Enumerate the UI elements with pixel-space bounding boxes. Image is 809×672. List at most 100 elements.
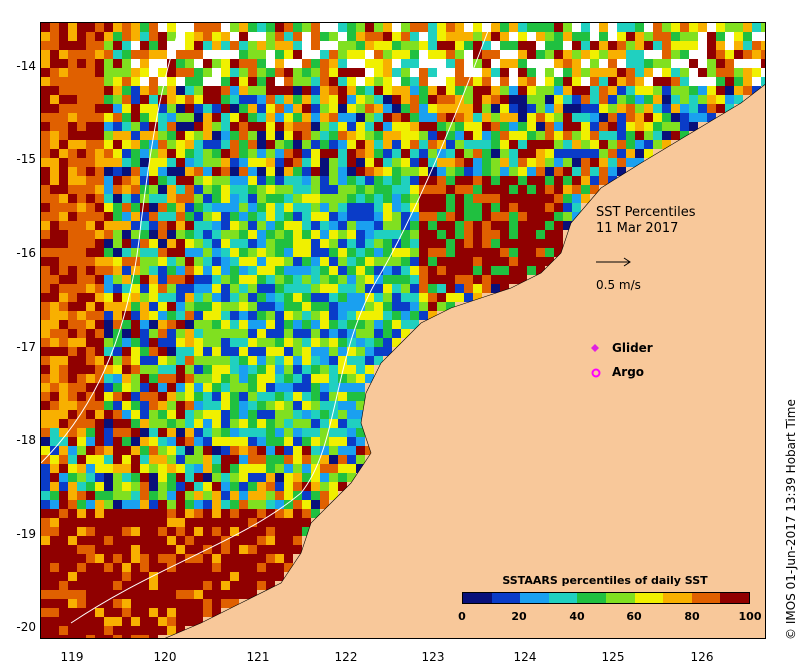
sst-cell	[41, 608, 50, 617]
sst-cell	[554, 176, 563, 185]
sst-cell	[428, 302, 437, 311]
sst-cell	[635, 68, 644, 77]
sst-cell	[275, 257, 284, 266]
sst-cell	[86, 527, 95, 536]
sst-cell	[320, 23, 329, 32]
sst-cell	[212, 68, 221, 77]
sst-cell	[743, 23, 752, 32]
sst-cell	[41, 482, 50, 491]
sst-cell	[356, 347, 365, 356]
sst-cell	[41, 311, 50, 320]
sst-cell	[131, 428, 140, 437]
sst-cell	[716, 23, 725, 32]
sst-cell	[221, 446, 230, 455]
sst-cell	[140, 140, 149, 149]
sst-cell	[419, 32, 428, 41]
sst-cell	[113, 374, 122, 383]
sst-cell	[194, 122, 203, 131]
sst-cell	[131, 617, 140, 626]
sst-cell	[212, 401, 221, 410]
sst-cell	[248, 464, 257, 473]
sst-cell	[266, 320, 275, 329]
sst-cell	[284, 275, 293, 284]
sst-cell	[158, 410, 167, 419]
sst-cell	[266, 77, 275, 86]
sst-cell	[581, 185, 590, 194]
sst-cell	[563, 113, 572, 122]
sst-cell	[194, 149, 203, 158]
sst-cell	[194, 32, 203, 41]
sst-cell	[230, 50, 239, 59]
sst-cell	[230, 437, 239, 446]
sst-cell	[185, 293, 194, 302]
sst-cell	[545, 230, 554, 239]
sst-cell	[158, 446, 167, 455]
sst-cell	[239, 266, 248, 275]
sst-cell	[149, 239, 158, 248]
sst-cell	[599, 158, 608, 167]
sst-cell	[464, 131, 473, 140]
sst-cell	[302, 158, 311, 167]
sst-cell	[203, 608, 212, 617]
sst-cell	[473, 176, 482, 185]
sst-cell	[185, 257, 194, 266]
sst-cell	[419, 140, 428, 149]
sst-cell	[248, 329, 257, 338]
sst-cell	[50, 356, 59, 365]
sst-cell	[230, 599, 239, 608]
sst-cell	[77, 221, 86, 230]
sst-cell	[86, 167, 95, 176]
sst-cell	[239, 149, 248, 158]
sst-cell	[176, 302, 185, 311]
sst-cell	[41, 239, 50, 248]
sst-cell	[86, 194, 95, 203]
sst-cell	[113, 572, 122, 581]
sst-cell	[293, 212, 302, 221]
sst-cell	[419, 212, 428, 221]
sst-cell	[257, 266, 266, 275]
sst-cell	[401, 275, 410, 284]
sst-cell	[392, 248, 401, 257]
sst-cell	[113, 635, 122, 638]
sst-cell	[518, 140, 527, 149]
sst-cell	[329, 392, 338, 401]
sst-cell	[662, 41, 671, 50]
sst-cell	[194, 203, 203, 212]
sst-cell	[275, 347, 284, 356]
sst-cell	[158, 329, 167, 338]
sst-cell	[455, 275, 464, 284]
sst-cell	[464, 104, 473, 113]
sst-cell	[653, 68, 662, 77]
sst-cell	[338, 95, 347, 104]
sst-cell	[194, 491, 203, 500]
sst-cell	[77, 356, 86, 365]
sst-cell	[545, 131, 554, 140]
sst-cell	[122, 185, 131, 194]
sst-cell	[293, 329, 302, 338]
sst-cell	[518, 41, 527, 50]
sst-cell	[113, 500, 122, 509]
sst-cell	[212, 392, 221, 401]
sst-cell	[464, 266, 473, 275]
sst-cell	[185, 221, 194, 230]
sst-cell	[383, 167, 392, 176]
sst-cell	[158, 572, 167, 581]
sst-cell	[131, 239, 140, 248]
sst-cell	[122, 608, 131, 617]
sst-cell	[599, 140, 608, 149]
sst-cell	[41, 428, 50, 437]
sst-cell	[356, 104, 365, 113]
sst-cell	[203, 284, 212, 293]
sst-cell	[131, 473, 140, 482]
colorbar-segment	[634, 593, 664, 603]
sst-cell	[464, 122, 473, 131]
sst-cell	[356, 32, 365, 41]
sst-cell	[113, 608, 122, 617]
sst-map	[40, 22, 766, 639]
sst-cell	[104, 419, 113, 428]
sst-cell	[41, 383, 50, 392]
sst-cell	[401, 59, 410, 68]
sst-cell	[581, 122, 590, 131]
sst-cell	[230, 302, 239, 311]
sst-cell	[230, 446, 239, 455]
